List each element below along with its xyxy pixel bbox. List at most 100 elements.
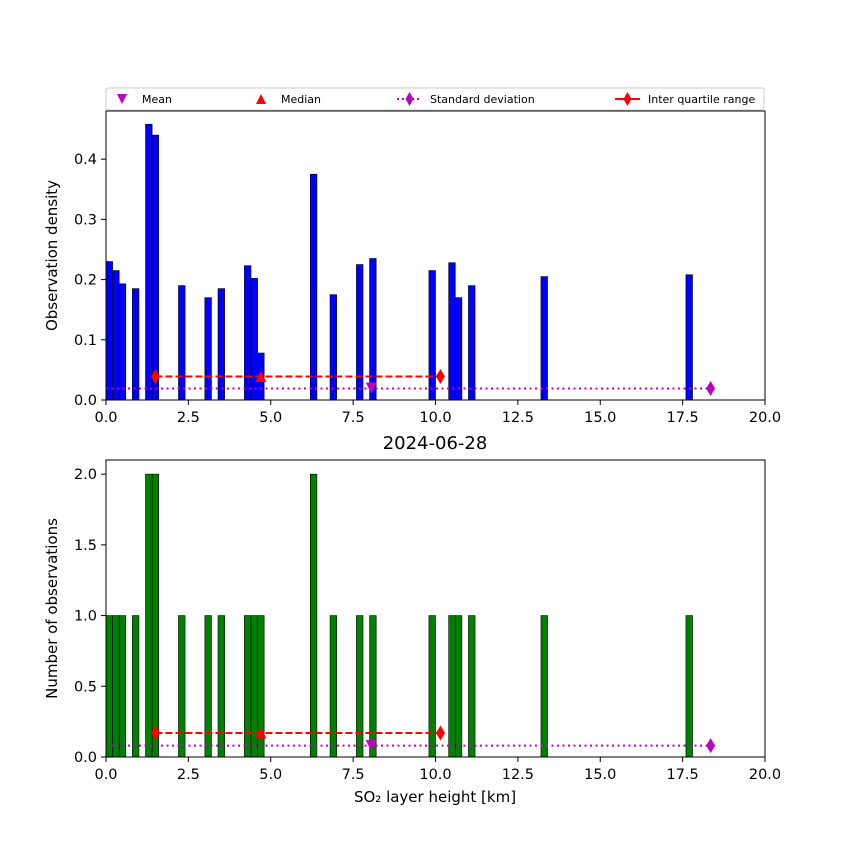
y-tick-label: 1.0 — [74, 609, 97, 625]
median-marker — [255, 727, 267, 739]
x-tick-label: 0.0 — [94, 410, 117, 426]
iqr-start-marker — [150, 369, 160, 385]
panel-density: 0.0 2.5 5.0 7.5 10.0 12.5 15.0 17.5 20.0 0.00.10… — [43, 110, 781, 426]
bar — [244, 615, 252, 758]
legend-entry-median: Median — [256, 93, 321, 106]
bar — [448, 262, 456, 401]
bar — [454, 297, 463, 401]
bar — [356, 615, 364, 758]
mean-marker — [365, 382, 377, 394]
x-tick-label: 15.0 — [584, 767, 616, 783]
iqr-end-marker — [435, 725, 445, 741]
median-marker — [255, 371, 267, 383]
legend-iqr-marker — [623, 92, 632, 106]
x-tick-label: 12.5 — [502, 767, 534, 783]
legend-median-marker — [256, 94, 266, 104]
legend-label-iqr: Inter quartile range — [648, 93, 755, 106]
bar — [132, 615, 140, 758]
iqr-end-marker — [435, 369, 445, 385]
bar — [151, 134, 160, 401]
x-tick-label: 10.0 — [419, 767, 451, 783]
x-tick-label: 12.5 — [502, 410, 534, 426]
counts-x-axis-label: SO₂ layer height [km] — [354, 788, 516, 806]
bar — [369, 258, 377, 401]
bar — [468, 285, 476, 401]
density-statistics — [106, 369, 716, 397]
bar — [204, 615, 212, 758]
y-tick-label: 0.0 — [74, 393, 97, 409]
std-dev-marker — [706, 381, 716, 397]
legend-entry-iqr: Inter quartile range — [615, 92, 755, 106]
bar — [468, 615, 476, 758]
bar — [112, 270, 120, 401]
bar — [448, 615, 456, 758]
y-tick-label: 2.0 — [74, 467, 97, 483]
counts-x-ticks: 0.0 2.5 5.0 7.5 10.0 12.5 15.0 17.5 20.0 — [94, 757, 781, 783]
bar — [244, 265, 252, 401]
mean-marker — [365, 740, 377, 752]
std-dev-marker — [706, 738, 716, 754]
legend-entry-std-dev: Standard deviation — [397, 92, 535, 106]
legend-label-std-dev: Standard deviation — [430, 93, 535, 106]
bar — [217, 615, 225, 758]
counts-y-ticks: 0.0 0.5 1.0 1.5 2.0 — [74, 467, 106, 766]
bar — [145, 123, 153, 401]
bar — [356, 264, 364, 401]
x-tick-label: 20.0 — [749, 410, 781, 426]
bar — [151, 473, 160, 758]
bar — [454, 615, 463, 758]
bar — [178, 615, 186, 758]
y-tick-label: 0.2 — [74, 273, 97, 289]
bar — [217, 288, 225, 401]
counts-title: 2024-06-28 — [383, 433, 488, 454]
y-tick-label: 0.0 — [74, 750, 97, 766]
bar — [118, 615, 127, 758]
bar — [145, 473, 153, 758]
iqr-start-marker — [150, 725, 160, 741]
bar — [112, 615, 120, 758]
bar — [105, 261, 113, 401]
panel-counts: 2024-06-28 0.0 2.5 5.0 7.5 10.0 12.5 15.0 17.5 2… — [43, 433, 781, 806]
bar — [540, 615, 548, 758]
bar — [132, 288, 140, 401]
bar — [540, 276, 548, 401]
legend-label-mean: Mean — [142, 93, 172, 106]
legend: Mean Median Standard deviation Inter qua… — [105, 87, 765, 111]
x-tick-label: 7.5 — [342, 767, 365, 783]
x-tick-label: 20.0 — [749, 767, 781, 783]
bar — [105, 615, 113, 758]
bar — [428, 270, 436, 401]
x-tick-label: 17.5 — [666, 767, 698, 783]
bar — [369, 615, 377, 758]
legend-mean-marker — [117, 94, 127, 104]
bar — [309, 173, 318, 401]
density-y-ticks: 0.0 0.1 0.2 0.3 0.4 — [74, 152, 106, 409]
x-tick-label: 2.5 — [177, 410, 200, 426]
x-tick-label: 2.5 — [177, 767, 200, 783]
bar — [428, 615, 436, 758]
bar — [329, 615, 337, 758]
y-tick-label: 1.5 — [74, 538, 97, 554]
legend-std-dev-marker — [405, 92, 414, 106]
y-tick-label: 0.5 — [74, 679, 97, 695]
bar — [685, 274, 693, 401]
x-tick-label: 10.0 — [419, 410, 451, 426]
x-tick-label: 15.0 — [584, 410, 616, 426]
x-tick-label: 0.0 — [94, 767, 117, 783]
density-x-ticks: 0.0 2.5 5.0 7.5 10.0 12.5 15.0 17.5 20.0 — [94, 400, 781, 426]
legend-entry-mean: Mean — [117, 93, 172, 106]
bar — [178, 285, 186, 401]
counts-y-axis-label: Number of observations — [43, 518, 61, 699]
bar — [204, 297, 212, 401]
x-tick-label: 17.5 — [666, 410, 698, 426]
legend-label-median: Median — [281, 93, 321, 106]
bar — [309, 473, 318, 758]
legend-frame — [105, 87, 765, 111]
y-tick-label: 0.4 — [74, 152, 97, 168]
bar — [685, 615, 693, 758]
bar — [329, 294, 337, 401]
bar — [118, 283, 127, 401]
bar — [250, 615, 258, 758]
